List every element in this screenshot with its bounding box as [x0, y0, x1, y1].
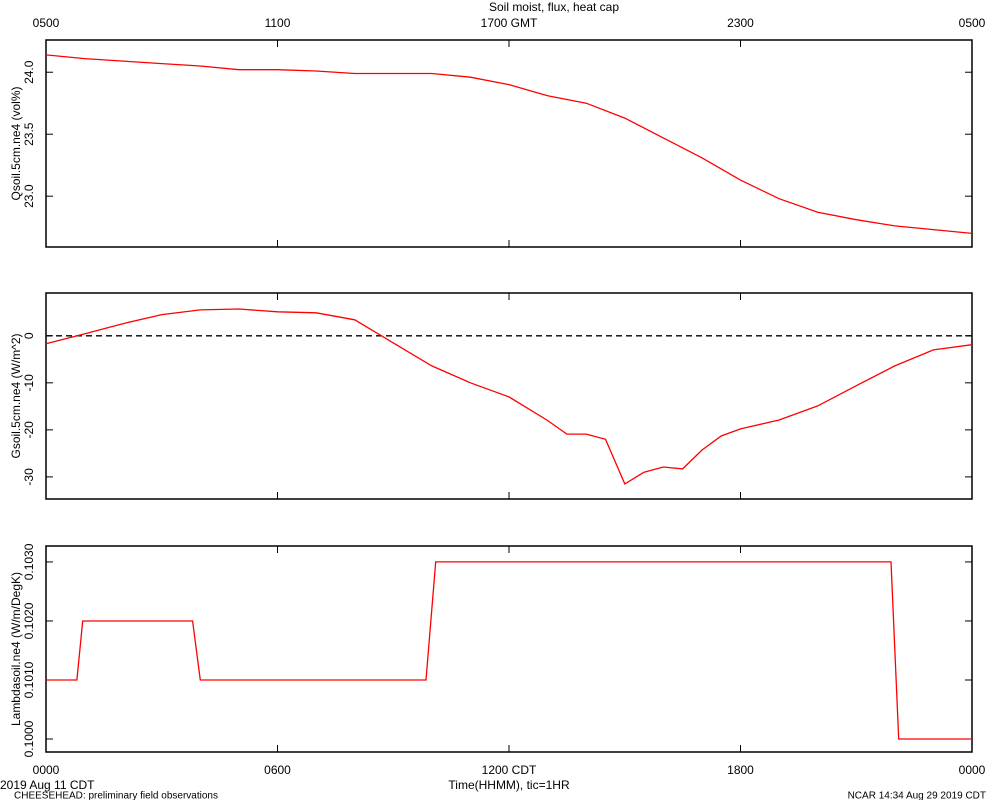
y-tick-label: 0.1000 — [22, 720, 36, 757]
y-axis-label: Gsoil.5cm.ne4 (W/m^2) — [9, 334, 23, 459]
x-axis-label: Time(HHMM), tic=1HR — [448, 778, 570, 792]
chart-title: Soil moist, flux, heat cap — [489, 0, 619, 14]
x2-tick-label: 1100 — [265, 16, 291, 30]
y-tick-label: -10 — [22, 374, 36, 392]
y-tick-label: -30 — [22, 468, 36, 486]
credit-label: NCAR 14:34 Aug 29 2019 CDT — [848, 791, 986, 800]
y-tick-label: 23.0 — [22, 184, 36, 208]
x-tick-label: 1800 — [727, 763, 754, 777]
data-line — [45, 54, 973, 235]
y-tick-label: -20 — [22, 421, 36, 439]
x-tick-label: 0000 — [33, 763, 60, 777]
x2-tick-label: 0500 — [33, 16, 60, 30]
x2-tick-label: 1700 GMT — [481, 16, 538, 30]
x-tick-label: 0600 — [264, 763, 291, 777]
y-tick-label: 24.0 — [22, 60, 36, 84]
data-line — [46, 561, 972, 740]
y-tick-label: 23.5 — [22, 122, 36, 146]
y-tick-label: 0.1020 — [22, 602, 36, 639]
plot-frame — [45, 39, 973, 248]
plot-frame — [45, 545, 973, 753]
y-tick-label: 0 — [22, 332, 36, 339]
x2-tick-label: 2300 — [727, 16, 754, 30]
x-tick-label: 1200 CDT — [482, 763, 537, 777]
y-axis-label: Qsoil.5cm.ne4 (vol%) — [9, 86, 23, 200]
project-label: CHEESEHEAD: preliminary field observatio… — [14, 791, 218, 800]
y-tick-label: 0.1010 — [22, 661, 36, 698]
x-tick-label: 0000 — [959, 763, 986, 777]
date-label: 2019 Aug 11 CDT — [0, 778, 95, 792]
data-line — [45, 308, 973, 485]
y-axis-label: Lambdasoil.ne4 (W/m/DegK) — [9, 572, 23, 726]
x2-tick-label: 0500 — [959, 16, 986, 30]
y-tick-label: 0.1030 — [22, 543, 36, 580]
plot-frame — [45, 292, 973, 500]
